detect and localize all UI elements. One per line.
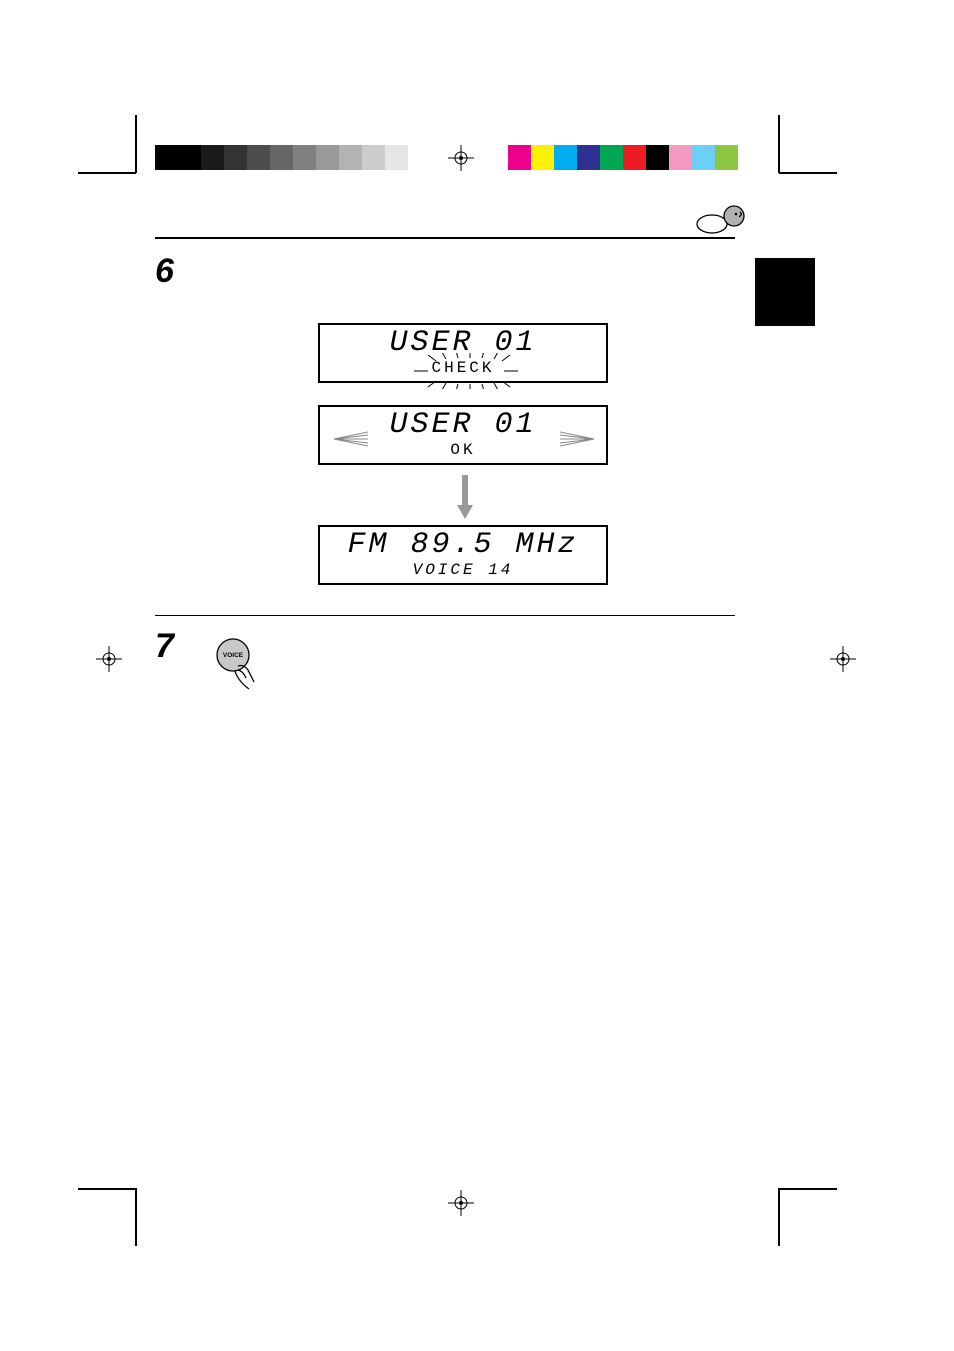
swatch — [623, 145, 646, 170]
swatch — [577, 145, 600, 170]
swatch — [155, 145, 178, 170]
registration-mark-icon — [448, 145, 474, 171]
scroll-left-icon — [330, 430, 368, 448]
voice-button-icon: VOICE — [214, 638, 259, 693]
step-number-6: 6 — [155, 252, 174, 291]
swatch — [692, 145, 715, 170]
registration-mark-icon — [830, 646, 856, 672]
grayscale-bar — [155, 145, 431, 170]
swatch — [715, 145, 738, 170]
lcd-line2: VOICE 14 — [320, 562, 606, 578]
swatch — [554, 145, 577, 170]
crop-mark — [778, 115, 780, 173]
lcd-line1: USER 01 — [320, 328, 606, 360]
swatch — [531, 145, 554, 170]
swatch — [178, 145, 201, 170]
down-arrow-icon — [457, 475, 473, 519]
lcd-line1: FM 89.5 MHz — [320, 530, 606, 562]
header-rule — [155, 237, 735, 239]
manual-page: 6 USER 01 CHECK — [0, 0, 954, 1351]
scroll-right-icon — [560, 430, 598, 448]
registration-mark-icon — [96, 646, 122, 672]
swatch — [669, 145, 692, 170]
swatch — [646, 145, 669, 170]
swatch — [247, 145, 270, 170]
swatch — [270, 145, 293, 170]
section-tab — [755, 258, 815, 326]
lcd-display-fm: FM 89.5 MHz VOICE 14 — [318, 525, 608, 585]
crop-mark — [779, 1188, 837, 1190]
swatch — [224, 145, 247, 170]
crop-mark — [778, 1188, 780, 1246]
swatch — [600, 145, 623, 170]
crop-mark — [78, 172, 136, 174]
swatch — [339, 145, 362, 170]
color-bar — [508, 145, 738, 170]
swatch — [293, 145, 316, 170]
swatch — [316, 145, 339, 170]
crop-mark — [779, 172, 837, 174]
lcd-display-check: USER 01 CHECK — [318, 323, 608, 383]
step-number-7: 7 — [155, 627, 174, 666]
voice-button-label: VOICE — [223, 652, 244, 659]
crop-mark — [135, 1188, 137, 1246]
swatch — [362, 145, 385, 170]
swatch — [408, 145, 431, 170]
swatch — [508, 145, 531, 170]
registration-mark-icon — [448, 1190, 474, 1216]
swatch — [385, 145, 408, 170]
lcd-line2: CHECK — [320, 360, 606, 376]
swatch — [201, 145, 224, 170]
product-duck-icon — [696, 202, 746, 234]
section-rule — [155, 615, 735, 616]
crop-mark — [78, 1188, 136, 1190]
crop-mark — [135, 115, 137, 173]
